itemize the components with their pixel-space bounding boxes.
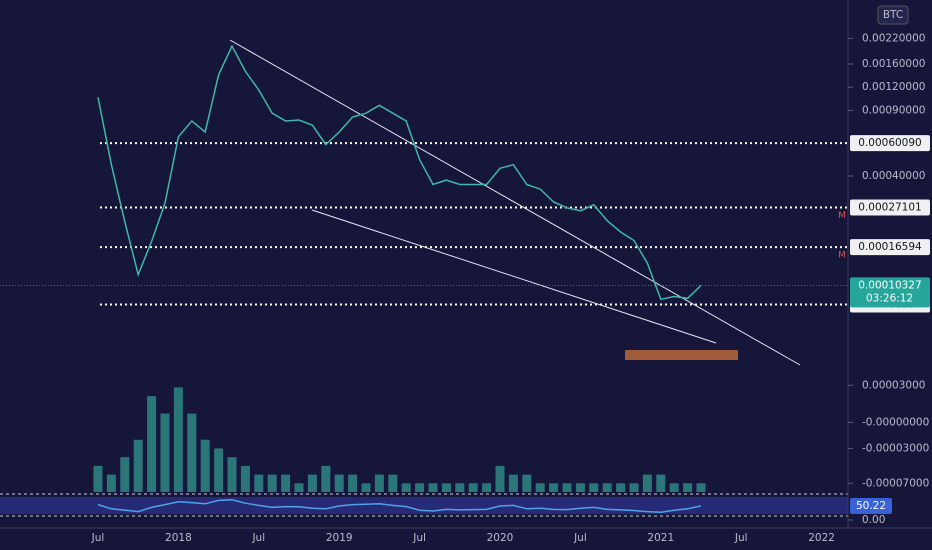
volume-bar [214,448,224,492]
level-marker: M [838,251,846,261]
y-tick-label: 0.00090000 [862,104,925,116]
volume-bar [267,474,277,492]
rsi-value-box [850,497,892,514]
volume-bar [656,474,666,492]
volume-bar [254,474,264,492]
volume-bar [147,396,157,492]
volume-bar [173,387,183,492]
series-line [97,44,702,301]
currency-box [877,5,909,25]
volume-bar [334,474,344,492]
zone-box [625,350,738,360]
x-tick-label: Jul [734,532,748,544]
x-tick-label: 2021 [647,532,674,544]
volume-bar [415,483,425,492]
level-label-box [850,199,930,216]
volume-bar [120,457,130,492]
volume-bar [562,483,572,492]
volume-bar [696,483,706,492]
rsi-band [0,497,848,514]
x-tick-label: 2022 [808,532,835,544]
x-tick-label: Jul [573,532,587,544]
volume-bar [441,483,451,492]
volume-bar [629,483,639,492]
volume-bar [683,483,693,492]
volume-bar [374,474,384,492]
level-label: 0.00027101 [858,201,921,213]
volume-bar [200,439,210,492]
volume-bar [455,483,465,492]
volume-bar [348,474,358,492]
x-tick-label: Jul [91,532,105,544]
x-tick-label: Jul [412,532,426,544]
volume-bar [187,413,197,492]
volume-bar [522,474,532,492]
currency-label: BTC [883,9,903,21]
volume-bar [602,483,612,492]
x-tick-label: Jul [251,532,265,544]
trend-line [229,39,801,366]
volume-bar [468,483,478,492]
volume-bar [294,483,304,492]
volume-bar [616,483,626,492]
volume-bar [307,474,317,492]
y-tick-label: 0.00 [862,514,885,526]
y-tick-label: 0.00120000 [862,81,925,93]
volume-bar [106,474,116,492]
y-tick-label: -0.00003000 [862,442,929,454]
level-marker: M [838,211,846,221]
y-tick-label: 0.00160000 [862,58,925,70]
x-tick-label: 2019 [326,532,353,544]
level-label: 0.00060090 [858,137,921,149]
volume-bar [401,483,411,492]
volume-bar [508,474,518,492]
volume-bar [227,457,237,492]
volume-bar [428,483,438,492]
volume-bar [642,474,652,492]
volume-bar [575,483,585,492]
volume-bar [93,465,103,492]
trend-line [311,209,717,344]
x-tick-label: 2020 [487,532,514,544]
volume-bar [482,483,492,492]
volume-bar [549,483,559,492]
level-label: 0.00016594 [858,241,922,253]
series-line [97,499,702,513]
level-label-box [850,135,930,152]
volume-bar [388,474,398,492]
countdown-label: 03:26:12 [866,292,913,304]
volume-bar [361,483,371,492]
y-tick-label: -0.00000000 [862,416,929,428]
last-price-label: 0.00010327 [858,279,921,291]
y-tick-label: 0.00003000 [862,379,925,391]
y-tick-label: 0.00040000 [862,170,925,182]
volume-bar [321,465,331,492]
volume-bar [669,483,679,492]
volume-bar [281,474,291,492]
x-tick-label: 2018 [165,532,192,544]
volume-bar [495,465,505,492]
volume-bar [133,439,143,492]
volume-bar [160,413,170,492]
volume-bar [589,483,599,492]
y-tick-label: 0.00220000 [862,32,925,44]
volume-bar [240,465,250,492]
y-tick-label: -0.00007000 [862,477,929,489]
volume-bar [535,483,545,492]
rsi-value-label: 50.22 [856,500,886,512]
level-label-box [850,239,930,256]
last-price-box [850,277,930,308]
